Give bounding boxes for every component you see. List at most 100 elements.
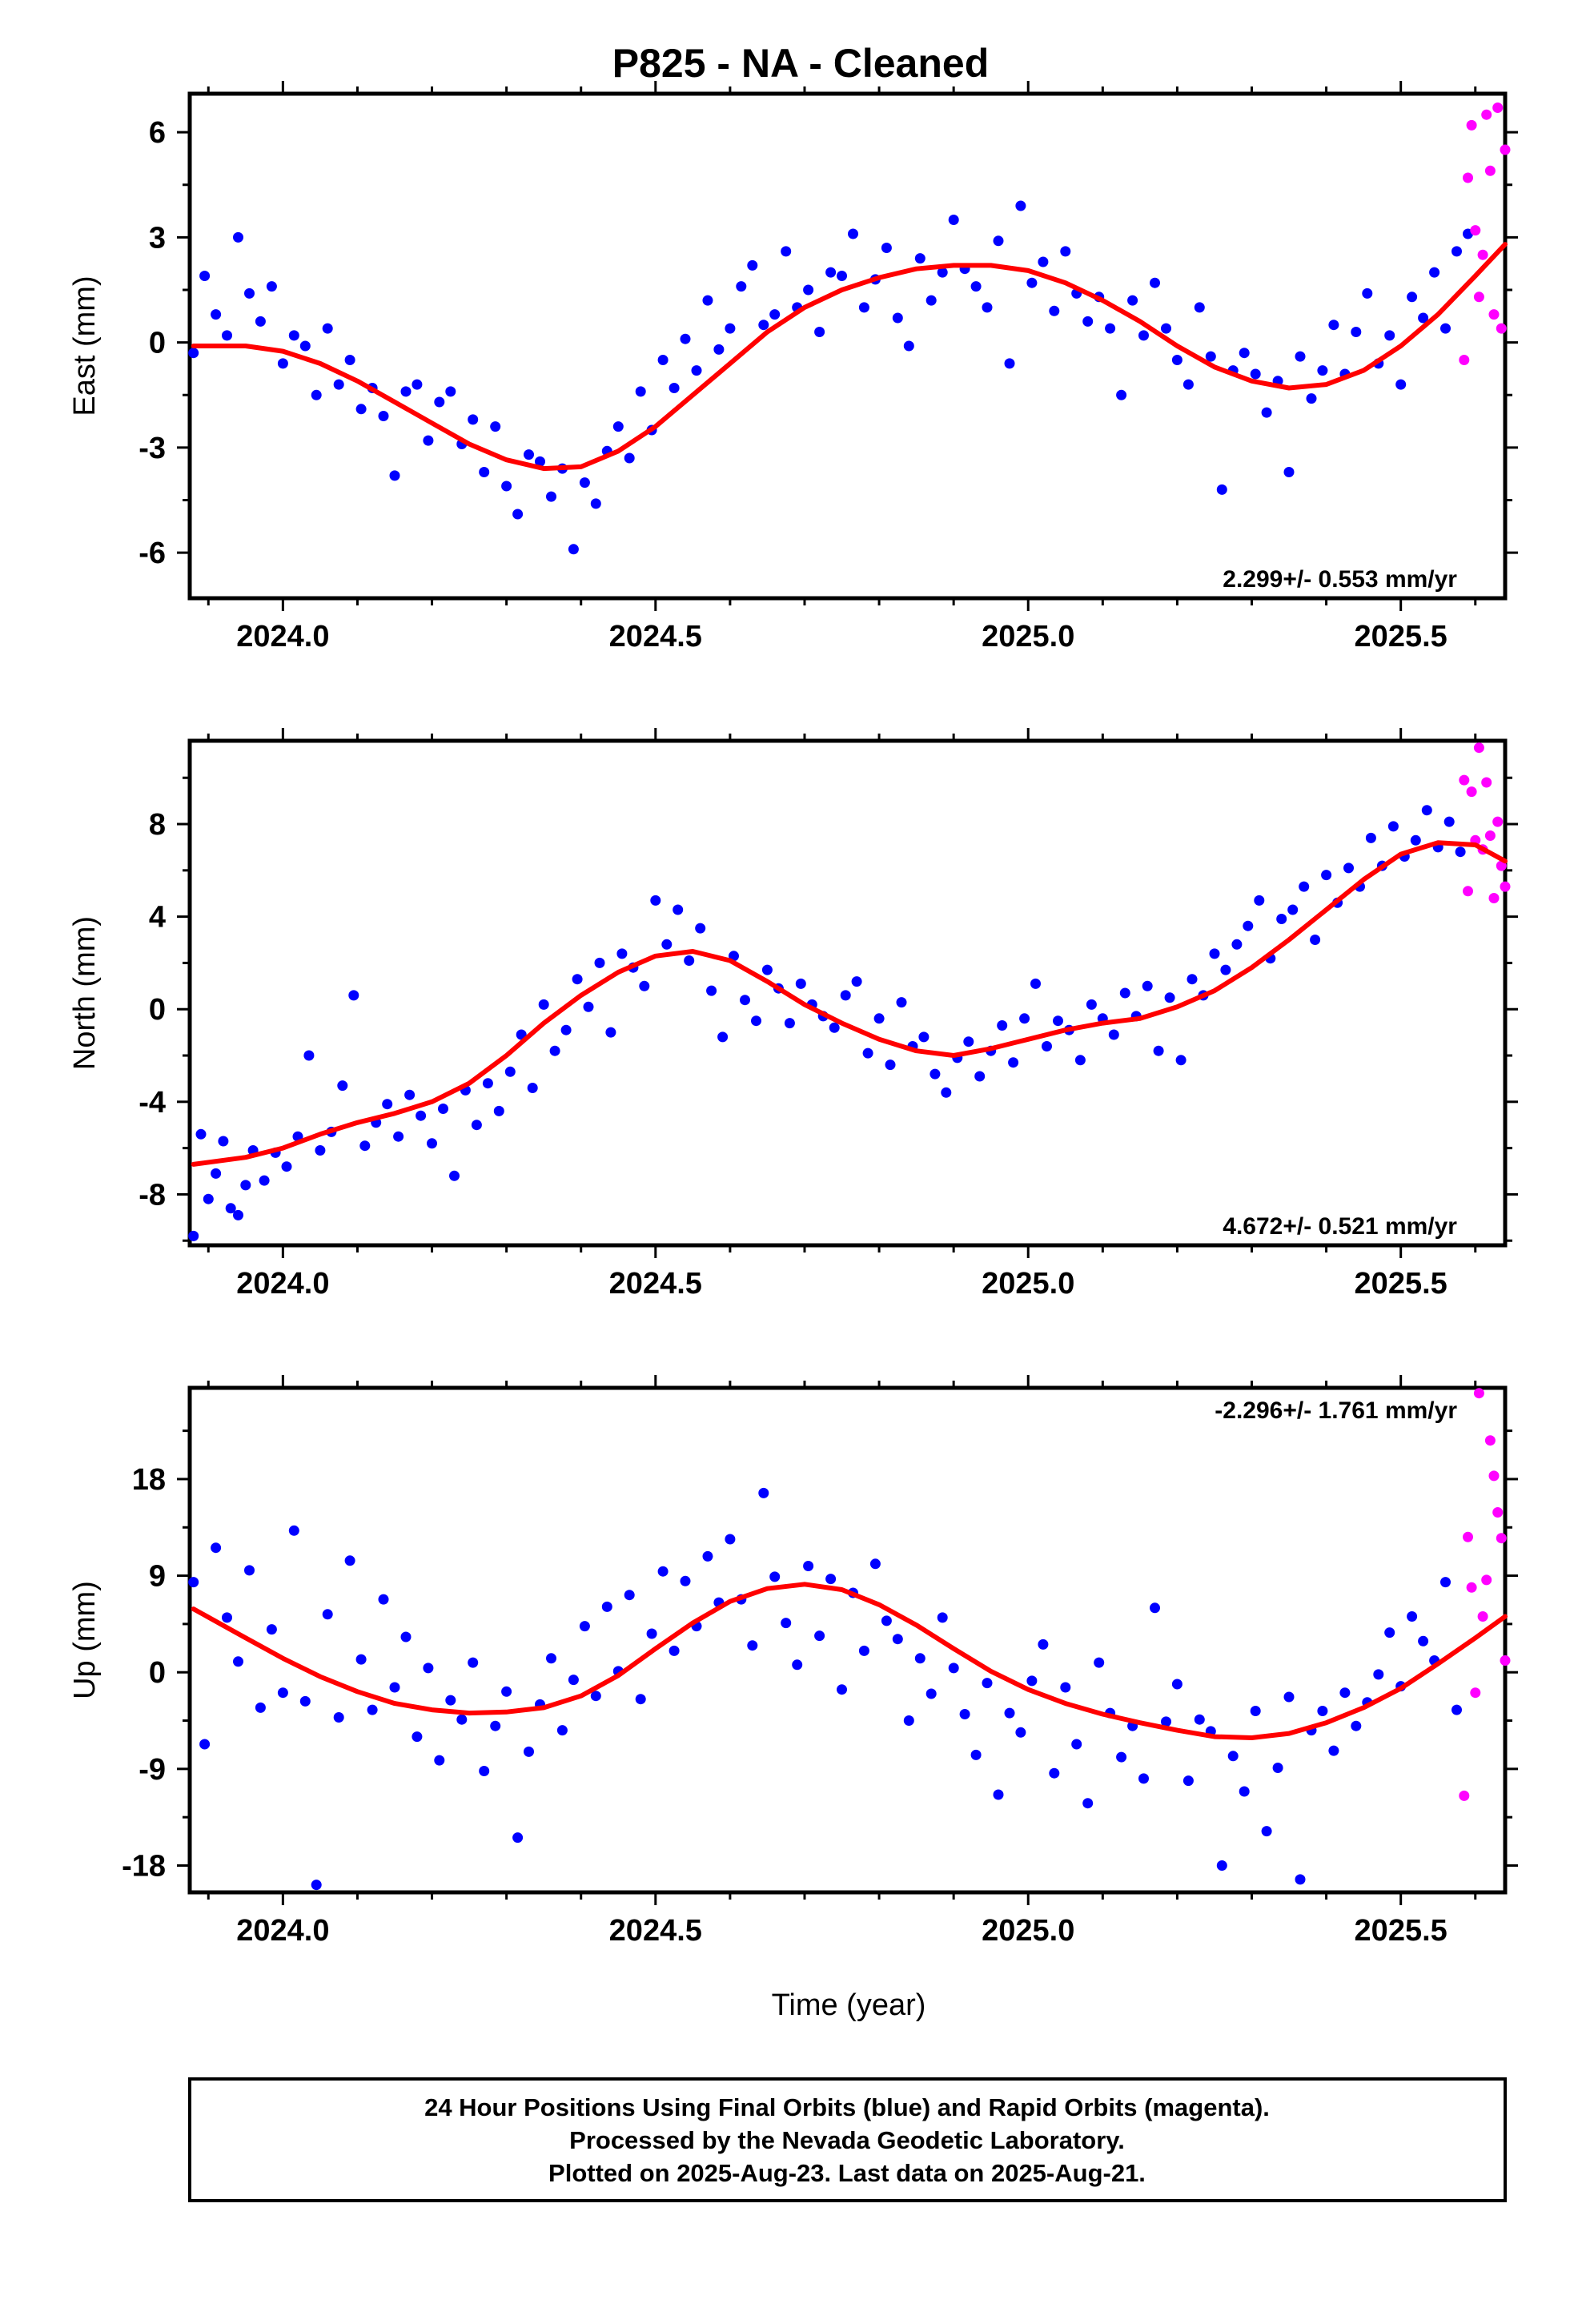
north-final-orbit-point xyxy=(1410,834,1421,846)
east-panel: 2024.0 2024.5 2025.0 2025.5 6 3 0 -3 -6 East (mm)… xyxy=(68,81,1518,653)
east-rapid-orbit-point xyxy=(1492,103,1504,113)
up-final-orbit-point xyxy=(322,1609,333,1620)
east-final-orbit-point xyxy=(1205,351,1216,362)
east-final-orbit-point xyxy=(1283,467,1295,477)
up-final-orbit-point xyxy=(814,1630,825,1642)
up-final-orbit-point xyxy=(1351,1720,1362,1731)
up-final-orbit-point xyxy=(344,1555,355,1566)
up-final-orbit-point xyxy=(501,1686,512,1697)
up-final-orbit-point xyxy=(926,1688,937,1699)
north-final-orbit-point xyxy=(1220,964,1231,975)
up-plot-frame xyxy=(187,1385,1508,1895)
figure-title: P825 - NA - Cleaned xyxy=(612,41,990,86)
north-rapid-orbit-point xyxy=(1463,886,1473,897)
up-final-orbit-point xyxy=(837,1684,847,1695)
up-final-orbit-point xyxy=(445,1695,456,1706)
north-final-orbit-point xyxy=(851,976,862,987)
east-final-orbit-point xyxy=(948,215,959,225)
up-final-orbit-point xyxy=(378,1594,389,1605)
east-final-orbit-point xyxy=(568,544,579,555)
east-final-orbit-point xyxy=(1384,330,1395,341)
east-final-orbit-point xyxy=(758,320,769,331)
up-final-orbit-point xyxy=(725,1534,736,1545)
east-final-orbit-point xyxy=(1407,292,1418,303)
east-y-tick-label: -3 xyxy=(139,432,166,465)
up-final-orbit-point xyxy=(1384,1627,1395,1638)
up-final-orbit-point xyxy=(1194,1714,1205,1725)
up-y-tick-label: -9 xyxy=(139,1753,166,1787)
north-rapid-orbit-point xyxy=(1473,742,1484,754)
north-final-orbit-point xyxy=(605,1027,616,1038)
up-final-orbit-point xyxy=(1339,1687,1351,1699)
north-final-orbit-point xyxy=(225,1203,236,1214)
north-final-orbit-point xyxy=(1243,920,1254,931)
east-final-orbit-point xyxy=(1116,389,1127,400)
east-final-orbit-point xyxy=(926,295,937,306)
east-final-orbit-point xyxy=(680,333,691,344)
east-final-orbit-point xyxy=(1351,327,1362,337)
up-final-orbit-point xyxy=(903,1715,914,1726)
east-final-orbit-point xyxy=(892,312,903,324)
north-final-orbit-point xyxy=(761,964,773,975)
east-final-orbit-point xyxy=(1250,368,1261,380)
east-final-orbit-point xyxy=(903,340,914,352)
east-final-orbit-point xyxy=(713,344,725,355)
north-final-orbit-point xyxy=(382,1099,393,1110)
north-final-orbit-point xyxy=(1209,948,1220,959)
east-y-axis-label: East (mm) xyxy=(68,275,102,416)
east-final-orbit-point xyxy=(1161,323,1171,334)
north-final-orbit-point xyxy=(717,1031,729,1043)
north-rapid-orbit-point xyxy=(1481,777,1492,788)
east-final-orbit-point xyxy=(288,330,299,341)
east-final-orbit-point xyxy=(1194,302,1205,313)
north-final-orbit-point xyxy=(1119,987,1130,999)
up-final-orbit-point xyxy=(781,1618,792,1629)
up-x-tick-label: 2024.5 xyxy=(609,1914,702,1948)
east-final-orbit-point xyxy=(199,271,211,281)
north-final-orbit-point xyxy=(1321,870,1332,881)
east-final-orbit-point xyxy=(993,235,1004,247)
up-final-orbit-point xyxy=(512,1832,524,1844)
up-final-orbit-point xyxy=(311,1880,322,1891)
up-final-orbit-point xyxy=(993,1789,1004,1800)
footer-line-2: Processed by the Nevada Geodetic Laborat… xyxy=(569,2126,1125,2154)
north-final-orbit-point xyxy=(1108,1029,1119,1040)
north-final-orbit-point xyxy=(233,1209,243,1220)
north-final-orbit-point xyxy=(572,974,583,985)
north-final-orbit-point xyxy=(918,1031,930,1043)
east-final-orbit-point xyxy=(1452,246,1462,257)
up-final-orbit-point xyxy=(914,1653,926,1664)
north-final-orbit-point xyxy=(1299,881,1310,892)
up-final-orbit-point xyxy=(959,1709,970,1719)
north-final-orbit-point xyxy=(695,923,706,934)
up-final-orbit-point xyxy=(1171,1679,1182,1690)
north-final-orbit-point xyxy=(416,1110,427,1121)
north-final-orbit-point xyxy=(359,1140,371,1152)
east-final-orbit-point xyxy=(512,509,524,520)
up-final-orbit-point xyxy=(1038,1638,1049,1650)
east-final-orbit-point xyxy=(479,467,490,477)
up-final-orbit-point xyxy=(1452,1704,1462,1715)
up-final-orbit-point xyxy=(546,1653,556,1664)
up-final-orbit-point xyxy=(423,1663,434,1674)
up-final-orbit-point xyxy=(288,1525,299,1536)
north-rapid-orbit-point xyxy=(1459,774,1470,786)
east-rapid-orbit-point xyxy=(1484,165,1496,176)
up-x-tick-label: 2025.5 xyxy=(1355,1914,1447,1948)
up-final-orbit-point xyxy=(579,1621,590,1632)
north-final-orbit-point xyxy=(1365,832,1376,843)
north-final-orbit-point xyxy=(639,980,650,991)
up-final-orbit-point xyxy=(1216,1860,1227,1871)
up-final-orbit-point xyxy=(769,1571,781,1582)
up-rapid-orbit-point xyxy=(1496,1533,1507,1544)
north-x-tick-label: 2024.5 xyxy=(609,1267,702,1301)
up-final-orbit-point xyxy=(188,1577,199,1588)
up-x-tick-label: 2025.0 xyxy=(982,1914,1074,1948)
up-final-orbit-point xyxy=(1182,1775,1194,1787)
north-rapid-orbit-point xyxy=(1466,786,1477,798)
north-final-orbit-point xyxy=(337,1080,348,1092)
north-final-orbit-point xyxy=(1231,939,1243,950)
north-x-tick-label: 2024.0 xyxy=(236,1267,329,1301)
east-final-orbit-point xyxy=(1138,330,1149,341)
east-rapid-orbit-point xyxy=(1488,309,1500,320)
